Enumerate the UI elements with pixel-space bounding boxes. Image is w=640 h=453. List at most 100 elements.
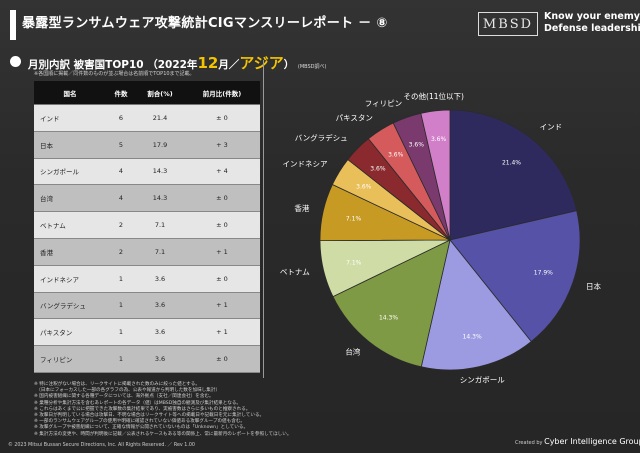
created-by-label: Created by (515, 440, 543, 446)
table-row: 台湾 4 14.3 ± 0 (34, 184, 260, 213)
cell-country: シンガポール (34, 158, 106, 186)
cell-country: フィリピン (34, 345, 106, 373)
cell-diff: ± 0 (184, 184, 260, 213)
subtitle-prefix: 月別内訳 被害国TOP10 （2022年 (28, 59, 198, 71)
header-share: 割合(%) (136, 81, 184, 105)
subtitle-region: アジア (239, 54, 284, 72)
table-row: フィリピン 1 3.6 ± 0 (34, 345, 260, 373)
slice-value-label: 3.6% (409, 141, 425, 148)
cell-country: パキスタン (34, 318, 106, 347)
cell-count: 4 (106, 158, 136, 186)
slice-category-label: インドネシア (283, 159, 328, 168)
cell-country: 香港 (34, 238, 106, 266)
cell-count: 2 (106, 211, 136, 239)
table-row: ベトナム 2 7.1 ± 0 (34, 211, 260, 239)
table-row: 日本 5 17.9 + 3 (34, 131, 260, 159)
cell-count: 1 (106, 265, 136, 293)
slice-category-label: 台湾 (345, 347, 360, 357)
footnote-line: ※ これらはあくまで公に把握できた攻撃数の集計結果であり、実被害数はさらに多いも… (34, 406, 251, 412)
cell-diff: ± 0 (184, 104, 260, 132)
footnote-line: ※ 特に注釈がない場合は、リークサイトに掲載された数のみに絞った値とする。 (34, 382, 200, 387)
slice-category-label: 香港 (294, 203, 309, 213)
table-row: パキスタン 1 3.6 + 1 (34, 318, 260, 347)
slice-category-label: パキスタン (336, 113, 373, 122)
cell-diff: ± 0 (184, 345, 260, 373)
slice-category-label: その他(11位以下) (404, 91, 464, 101)
footnote-line: ※ 一部のランサムウェアグループの使用や明確に確認されていない価値ある攻撃グルー… (34, 419, 246, 425)
footnote-line: ※ 攻撃日が判明している場合は攻撃日、不明な場合はリークサイト等への掲載日や記載… (34, 413, 265, 419)
slice-category-label: バングラデシュ (295, 133, 348, 143)
pie-slice (332, 239, 451, 368)
slice-value-label: 3.6% (388, 151, 404, 158)
cell-share: 3.6 (136, 265, 184, 293)
cell-diff: ± 0 (184, 211, 260, 239)
bullet-icon (10, 56, 21, 67)
tagline-line-2: Defense leadership. (544, 23, 640, 34)
slice-category-label: シンガポール (460, 374, 505, 384)
chart-subtitle: 月別内訳 被害国TOP10 （2022年12月／アジア） (MBSD調べ) (28, 52, 326, 73)
slice-value-label: 3.6% (370, 166, 386, 173)
subtitle-close: ） (283, 59, 295, 71)
mbsd-logo: MBSD (478, 12, 538, 36)
slice-value-label: 21.4% (502, 160, 521, 167)
slice-value-label: 17.9% (534, 269, 553, 276)
header-country: 国名 (34, 81, 106, 105)
table-row: シンガポール 4 14.3 + 4 (34, 158, 260, 186)
cell-diff: ± 0 (184, 265, 260, 293)
cell-count: 2 (106, 238, 136, 266)
slice-category-label: インド (540, 122, 563, 131)
slice-category-label: ベトナム (280, 267, 310, 276)
slice-value-label: 14.3% (463, 333, 482, 340)
copyright: © 2023 Mitsui Bussan Secure Directions, … (8, 443, 195, 448)
pie-slice (449, 109, 578, 241)
created-by-org: Cyber Intelligence Group (544, 437, 640, 446)
cell-count: 1 (106, 292, 136, 320)
footnote-line: ※ 業種分析や集計方法を含むあレポートの各データ（値）はMBSD独自の観測及び集… (34, 400, 242, 406)
header-diff: 前月比(件数) (184, 81, 260, 105)
vertical-divider (263, 60, 264, 378)
cell-share: 3.6 (136, 292, 184, 320)
cell-diff: + 1 (184, 238, 260, 266)
cell-country: インド (34, 104, 106, 132)
cell-share: 17.9 (136, 131, 184, 159)
page-title: 暴露型ランサムウェア攻撃統計CIGマンスリーレポート － ⑧ (22, 16, 388, 31)
cell-share: 3.6 (136, 318, 184, 347)
table-row: インドネシア 1 3.6 ± 0 (34, 265, 260, 293)
slice-value-label: 7.1% (346, 259, 362, 266)
slice-value-label: 7.1% (346, 216, 362, 223)
table-row: インド 6 21.4 ± 0 (34, 104, 260, 132)
cell-count: 4 (106, 184, 136, 213)
footnote-line: （日本にフォーカスした一部の各グラフの為、公表や報道から判明した数を加味し集計） (34, 388, 221, 394)
footnote-line: ※ 攻撃グループや被害組織について、正確な情報が公開されていないものは「Unkn… (34, 425, 249, 431)
cell-count: 5 (106, 131, 136, 159)
table-note: ※各国順に掲載／同件数のものが並ぶ場合は名前順でTOP10まで記載。 (34, 71, 195, 77)
logo-text: MBSD (482, 16, 534, 32)
tagline-line-1: Know your enemy. (544, 11, 640, 22)
tagline: Know your enemy. Defense leadership. (544, 11, 640, 35)
cell-share: 7.1 (136, 211, 184, 239)
table-row: 香港 2 7.1 + 1 (34, 238, 260, 266)
country-table: 国名 件数 割合(%) 前月比(件数) インド 6 21.4 ± 0 日本 5 17.9 + … (34, 81, 260, 373)
cell-share: 3.6 (136, 345, 184, 373)
cell-country: バングラデシュ (34, 292, 106, 320)
footnotes: ※ 特に注釈がない場合は、リークサイトに掲載された数のみに絞った値とする。 （日… (34, 382, 291, 438)
slice-category-label: 日本 (586, 281, 601, 291)
cell-country: インドネシア (34, 265, 106, 293)
slice-value-label: 3.6% (356, 184, 372, 191)
cell-diff: + 4 (184, 158, 260, 186)
footnote-line: ※ 国内被害組織に関する各種データについては、海外拠点（支社／関連会社）を含む。 (34, 394, 214, 400)
pie-slice (420, 109, 451, 241)
slice-category-label: フィリピン (365, 99, 402, 108)
cell-share: 7.1 (136, 238, 184, 266)
cell-country: ベトナム (34, 211, 106, 239)
slice-value-label: 3.6% (431, 136, 447, 143)
cell-diff: + 3 (184, 131, 260, 159)
footnote-line: ※ 集計方法の変更や、時間が判明後に記載／公表されるケースもある等の関係上、常に… (34, 431, 292, 437)
cell-share: 21.4 (136, 104, 184, 132)
cell-diff: + 1 (184, 292, 260, 320)
cell-share: 14.3 (136, 158, 184, 186)
created-by: Created by Cyber Intelligence Group (515, 437, 640, 446)
subtitle-source: (MBSD調べ) (297, 64, 327, 70)
